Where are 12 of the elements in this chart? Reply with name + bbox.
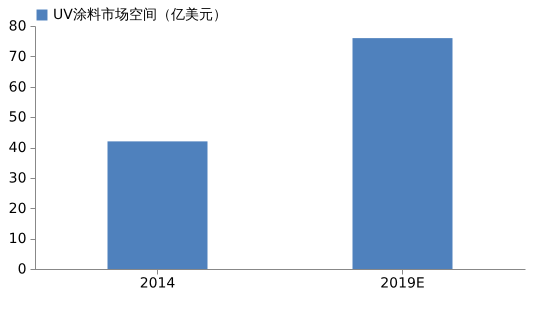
- y-tick-label: 0: [18, 262, 26, 278]
- y-tick-label: 80: [8, 18, 26, 34]
- y-tick-label: 40: [8, 140, 26, 156]
- legend-label: UV涂料市场空间（亿美元）: [53, 7, 227, 23]
- x-tick-label: 2014: [140, 276, 176, 292]
- y-tick-label: 70: [8, 48, 26, 65]
- x-tick-label: 2019E: [380, 276, 425, 292]
- y-tick-label: 60: [8, 79, 26, 96]
- y-tick-label: 10: [8, 231, 26, 248]
- y-tick-label: 30: [8, 170, 26, 186]
- y-tick-label: 20: [8, 200, 26, 217]
- y-tick-label: 50: [8, 110, 26, 126]
